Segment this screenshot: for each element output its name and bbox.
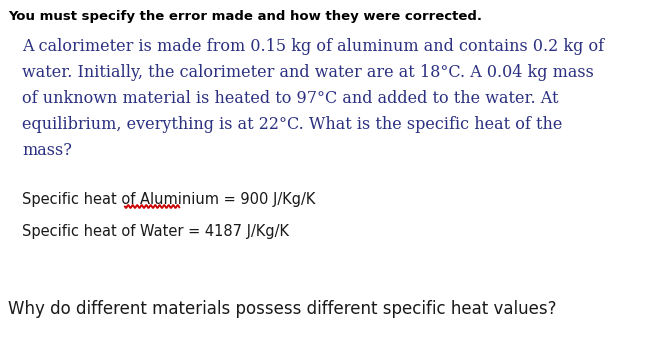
Text: You must specify the error made and how they were corrected.: You must specify the error made and how …	[8, 10, 482, 23]
Text: Specific heat of Water = 4187 J/Kg/K: Specific heat of Water = 4187 J/Kg/K	[22, 224, 289, 239]
Text: equilibrium, everything is at 22°C. What is the specific heat of the: equilibrium, everything is at 22°C. What…	[22, 116, 562, 133]
Text: mass?: mass?	[22, 142, 72, 159]
Text: of unknown material is heated to 97°C and added to the water. At: of unknown material is heated to 97°C an…	[22, 90, 558, 107]
Text: Why do different materials possess different specific heat values?: Why do different materials possess diffe…	[8, 300, 556, 318]
Text: Specific heat of Aluminium = 900 J/Kg/K: Specific heat of Aluminium = 900 J/Kg/K	[22, 192, 315, 207]
Text: A calorimeter is made from 0.15 kg of aluminum and contains 0.2 kg of: A calorimeter is made from 0.15 kg of al…	[22, 38, 604, 55]
Text: water. Initially, the calorimeter and water are at 18°C. A 0.04 kg mass: water. Initially, the calorimeter and wa…	[22, 64, 594, 81]
